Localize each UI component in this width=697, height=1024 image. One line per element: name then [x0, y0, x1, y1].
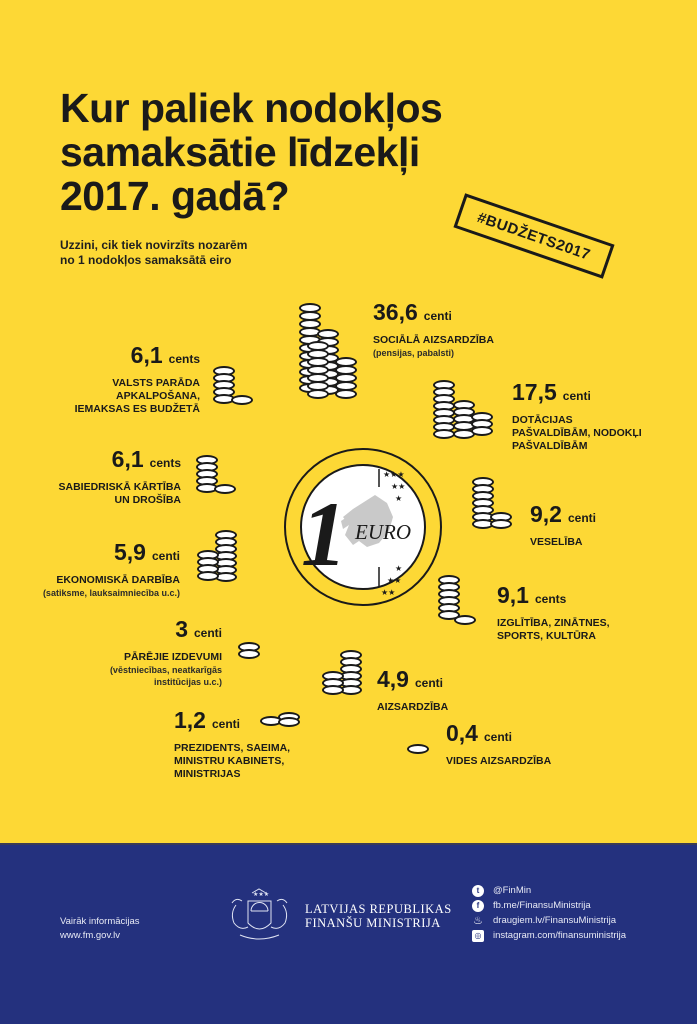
budget-item-education: 9,1 cents IZGLĪTĪBA, ZINĀTNES, SPORTS, KUL…: [497, 583, 610, 643]
twitter-icon: t: [472, 884, 484, 897]
budget-item-state-debt: 6,1 cents VALSTS PARĀDA APKALPOŠANA, IEMAKS…: [75, 343, 200, 416]
svg-text:★: ★: [395, 564, 402, 573]
category-label: EKONOMISKĀ DARBĪBA: [56, 574, 180, 586]
page-title: Kur paliek nodokļos samaksātie līdzekļi …: [60, 85, 443, 219]
category-label: PREZIDENTS, SAEIMA, MINISTRU KABINETS, MIN…: [174, 742, 291, 780]
coin-stack-icon: [196, 455, 236, 499]
euro-coin-icon: ★★★ ★★ ★ ★ ★★ ★★ 1 EURO: [284, 448, 442, 606]
amount: 17,5 centi: [512, 379, 591, 405]
coat-of-arms-icon: ★★★: [231, 888, 288, 940]
amount: 0,4 centi: [446, 720, 512, 746]
budget-item-economic-activity: 5,9 centi EKONOMISKĀ DARBĪBA (satiksme, l…: [43, 540, 180, 599]
svg-text:1: 1: [301, 483, 347, 585]
budget-item-public-order: 6,1 cents SABIEDRISKĀ KĀRTĪBA UN DROŠĪBA: [58, 447, 181, 507]
ministry-name: LATVIJAS REPUBLIKAS FINANŠU MINISTRIJA: [305, 902, 452, 930]
budget-item-environment: 0,4 centi VIDES AIZSARDZĪBA: [446, 721, 551, 768]
coin-stack-icon: [197, 530, 239, 590]
hashtag-text: #BUDŽETS2017: [475, 208, 593, 264]
budget-item-other: 3 centi PĀRĒJIE IZDEVUMI (vēstniecības, n…: [110, 617, 222, 688]
more-info-label: Vairāk informācijas: [60, 916, 140, 927]
title-line: Kur paliek nodokļos: [60, 85, 443, 131]
budget-item-defence: 4,9 centi AIZSARDZĪBA: [377, 667, 448, 714]
social-link-text[interactable]: @FinMin: [493, 885, 532, 896]
coin-icon: [407, 744, 431, 758]
svg-text:★★★: ★★★: [383, 470, 405, 479]
category-note: (pensijas, pabalsti): [373, 348, 455, 358]
infographic-poster: Kur paliek nodokļos samaksātie līdzekļi …: [42, 85, 642, 781]
amount: 6,1 cents: [130, 342, 200, 368]
facebook-icon: f: [472, 899, 484, 912]
coin-stack-icon: [438, 575, 480, 631]
social-link-instagram[interactable]: ◎ instagram.com/finansuministrija: [472, 928, 626, 943]
category-label: PĀRĒJIE IZDEVUMI: [123, 651, 222, 663]
social-link-draugiem[interactable]: ♨ draugiem.lv/FinansuMinistrija: [472, 913, 626, 928]
svg-text:EURO: EURO: [354, 520, 411, 544]
subtitle-line: Uzzini, cik tiek novirzīts nozarēm: [60, 238, 248, 252]
amount: 4,9 centi: [377, 666, 443, 692]
instagram-icon: ◎: [472, 929, 484, 942]
svg-text:★★: ★★: [391, 482, 405, 491]
ministry-line: LATVIJAS REPUBLIKAS: [305, 902, 452, 916]
svg-text:★★: ★★: [387, 576, 401, 585]
svg-text:★★★: ★★★: [253, 891, 269, 898]
social-links: t @FinMin f fb.me/FinansuMinistrija ♨ dr…: [472, 883, 626, 943]
category-label: DOTĀCIJAS PAŠVALDĪBĀM, NODOKĻI PAŠVALDĪBĀM: [512, 414, 642, 452]
category-label: VESELĪBA: [530, 536, 583, 548]
category-note: (satiksme, lauksaimniecība u.c.): [42, 588, 180, 598]
coin-stack-icon: [213, 366, 253, 410]
amount: 9,2 centi: [530, 501, 596, 527]
category-label: IZGLĪTĪBA, ZINĀTNES, SPORTS, KULTŪRA: [497, 617, 610, 642]
svg-text:★: ★: [395, 494, 402, 503]
budget-item-social-protection: 36,6 centi SOCIĀLĀ AIZSARDZĪBA (pensijas,…: [373, 300, 494, 359]
amount: 6,1 cents: [111, 446, 181, 472]
category-label: SABIEDRISKĀ KĀRTĪBA UN DROŠĪBA: [58, 481, 181, 506]
social-link-text[interactable]: draugiem.lv/FinansuMinistrija: [493, 915, 617, 926]
draugiem-icon: ♨: [473, 915, 483, 927]
coin-stack-icon: [433, 380, 493, 446]
coin-stack-icon: [238, 642, 262, 662]
ministry-line: FINANŠU MINISTRIJA: [305, 916, 441, 930]
budget-item-government: 1,2 centi PREZIDENTS, SAEIMA, MINISTRU KAB…: [174, 708, 290, 781]
hashtag-stamp: #BUDŽETS2017: [453, 193, 615, 279]
amount: 1,2 centi: [174, 707, 240, 733]
website-link[interactable]: www.fm.gov.lv: [60, 930, 121, 941]
coin-stack-icon: [297, 303, 359, 401]
footer: Vairāk informācijas www.fm.gov.lv ★★★ LA…: [0, 843, 697, 1024]
amount: 3 centi: [175, 616, 222, 642]
subtitle: Uzzini, cik tiek novirzīts nozarēm no 1 …: [60, 238, 247, 268]
budget-item-municipalities: 17,5 centi DOTĀCIJAS PAŠVALDĪBĀM, NODOKĻI P…: [512, 380, 642, 453]
social-link-text[interactable]: instagram.com/finansuministrija: [493, 930, 627, 941]
svg-text:★★: ★★: [381, 588, 395, 597]
category-label: AIZSARDZĪBA: [377, 701, 449, 713]
title-line: samaksātie līdzekļi: [60, 129, 420, 175]
more-info: Vairāk informācijas www.fm.gov.lv: [60, 915, 140, 943]
coin-stack-icon: [472, 477, 512, 537]
coin-stack-icon: [322, 650, 364, 700]
title-line: 2017. gadā?: [60, 173, 290, 219]
amount: 9,1 cents: [497, 582, 567, 608]
social-link-twitter[interactable]: t @FinMin: [472, 883, 626, 898]
social-link-facebook[interactable]: f fb.me/FinansuMinistrija: [472, 898, 626, 913]
category-note: (vēstniecības, neatkarīgās institūcijas u…: [109, 665, 222, 687]
amount: 36,6 centi: [373, 299, 452, 325]
category-label: VIDES AIZSARDZĪBA: [446, 755, 552, 767]
amount: 5,9 centi: [114, 539, 180, 565]
category-label: SOCIĀLĀ AIZSARDZĪBA: [373, 334, 494, 346]
budget-item-health: 9,2 centi VESELĪBA: [530, 502, 596, 549]
category-label: VALSTS PARĀDA APKALPOŠANA, IEMAKSAS ES BUD…: [74, 377, 200, 415]
subtitle-line: no 1 nodokļos samaksātā eiro: [60, 253, 232, 267]
social-link-text[interactable]: fb.me/FinansuMinistrija: [493, 900, 591, 911]
coin-stack-icon: [260, 711, 302, 731]
